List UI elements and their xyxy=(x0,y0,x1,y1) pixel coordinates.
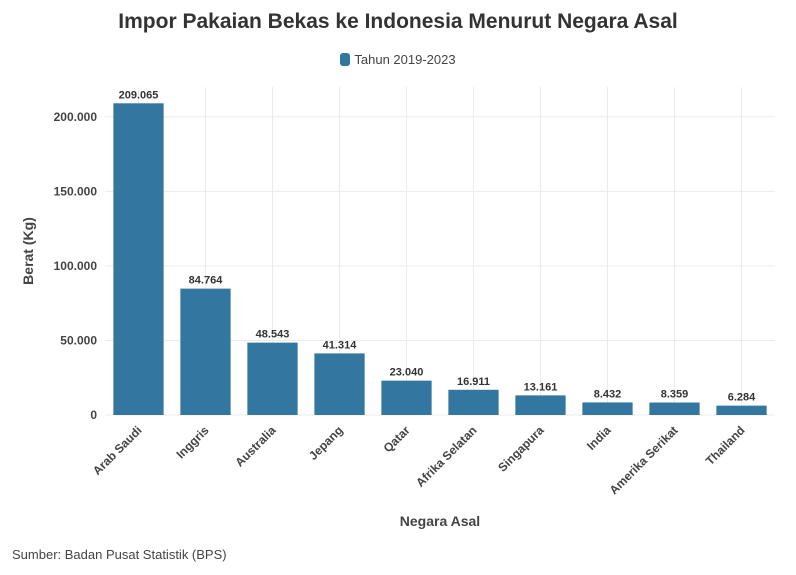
bar[interactable] xyxy=(180,288,231,415)
x-tick-label: Arab Saudi xyxy=(90,423,145,478)
bar[interactable] xyxy=(649,402,700,415)
y-tick-label: 100.000 xyxy=(54,259,98,273)
bar[interactable] xyxy=(247,342,298,415)
legend-swatch xyxy=(340,53,351,66)
bar[interactable] xyxy=(381,380,432,415)
x-tick-label: Jepang xyxy=(306,423,346,463)
chart-title: Impor Pakaian Bekas ke Indonesia Menurut… xyxy=(118,10,678,33)
data-label: 209.065 xyxy=(119,89,159,101)
x-axis-title: Negara Asal xyxy=(400,513,480,529)
x-tick-label: Qatar xyxy=(381,423,413,455)
data-label: 6.284 xyxy=(728,392,756,404)
bar[interactable] xyxy=(113,103,164,415)
x-tick-label: Singapura xyxy=(495,423,547,475)
data-label: 84.764 xyxy=(189,275,224,287)
x-tick-label: Australia xyxy=(232,423,278,469)
y-tick-label: 0 xyxy=(90,408,97,422)
source-note: Sumber: Badan Pusat Statistik (BPS) xyxy=(12,547,227,562)
bar[interactable] xyxy=(582,402,633,415)
data-label: 48.543 xyxy=(256,329,290,341)
y-tick-label: 50.000 xyxy=(60,333,97,347)
data-label: 16.911 xyxy=(457,376,490,388)
data-label: 13.161 xyxy=(524,381,558,393)
data-label: 41.314 xyxy=(323,339,358,351)
y-tick-label: 200.000 xyxy=(54,110,98,124)
y-tick-label: 150.000 xyxy=(54,184,98,198)
legend[interactable]: Tahun 2019-2023 xyxy=(0,52,796,67)
data-label: 23.040 xyxy=(390,367,424,379)
data-label: 8.359 xyxy=(661,389,689,401)
bar[interactable] xyxy=(716,405,767,415)
y-axis-title: Berat (Kg) xyxy=(20,217,36,285)
x-tick-label: Amerika Serikat xyxy=(607,423,681,497)
x-tick-label: India xyxy=(584,423,614,453)
bar[interactable] xyxy=(448,389,499,415)
x-tick-label: Inggris xyxy=(173,423,211,461)
x-tick-label: Afrika Selatan xyxy=(413,423,480,490)
data-label: 8.432 xyxy=(594,388,622,400)
x-tick-label: Thailand xyxy=(703,423,748,468)
bar[interactable] xyxy=(515,395,566,415)
bar[interactable] xyxy=(314,353,365,415)
legend-label: Tahun 2019-2023 xyxy=(354,52,456,67)
